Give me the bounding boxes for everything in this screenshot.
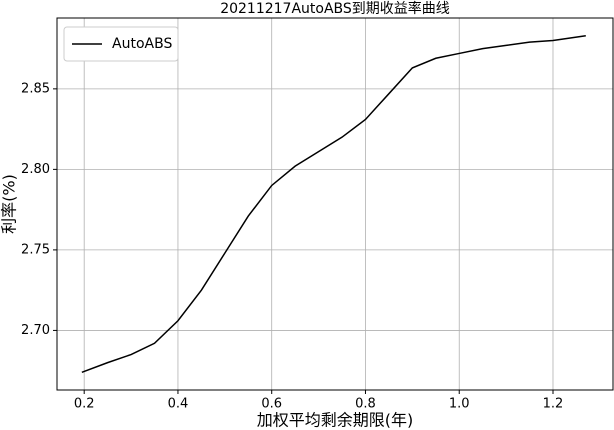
x-tick-label: 0.2	[74, 397, 95, 412]
chart-title: 20211217AutoABS到期收益率曲线	[220, 0, 450, 17]
line	[81, 34, 586, 373]
y-tick-label: 2.75	[21, 242, 50, 257]
y-tick-label: 2.70	[21, 323, 50, 338]
x-tick-label: 1.0	[449, 397, 470, 412]
x-tick-label: 0.8	[355, 397, 376, 412]
plot-frame	[56, 17, 614, 391]
y-tick-label: 2.80	[21, 162, 50, 177]
x-tick-label: 0.6	[261, 397, 282, 412]
y-axis-label: 利率(%)	[0, 174, 19, 234]
x-tick-label: 0.4	[168, 397, 189, 412]
x-tick-label: 1.2	[543, 397, 564, 412]
y-tick-label: 2.85	[21, 81, 50, 96]
x-axis-label: 加权平均剩余期限(年)	[257, 411, 414, 430]
legend-box	[63, 26, 179, 62]
legend-label: AutoABS	[112, 36, 172, 52]
